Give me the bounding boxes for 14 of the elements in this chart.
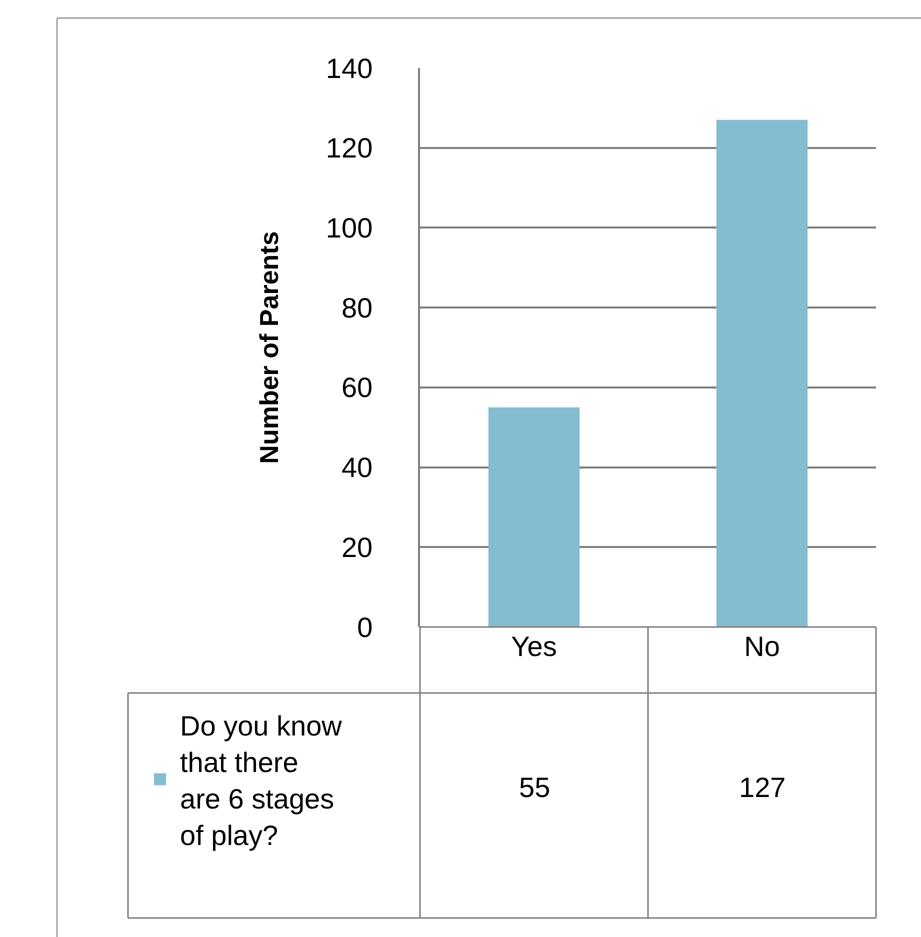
y-tick-label: 40: [341, 452, 373, 484]
y-tick-label: 80: [341, 292, 373, 324]
data-label: 127: [739, 772, 786, 803]
y-tick-label: 100: [326, 212, 373, 244]
legend-label: Do you know that there are 6 stages of play?: [180, 710, 343, 851]
x-tick-label: No: [744, 631, 780, 662]
data-label: 55: [519, 772, 550, 803]
y-tick-label: 0: [357, 612, 373, 643]
y-tick-label: 140: [326, 52, 373, 84]
y-tick-label: 120: [326, 132, 373, 164]
y-tick-label: 60: [341, 372, 373, 404]
x-tick-label: Yes: [511, 631, 557, 662]
y-tick-label: 20: [341, 532, 373, 563]
y-axis-title: Number of Parents: [254, 231, 284, 464]
